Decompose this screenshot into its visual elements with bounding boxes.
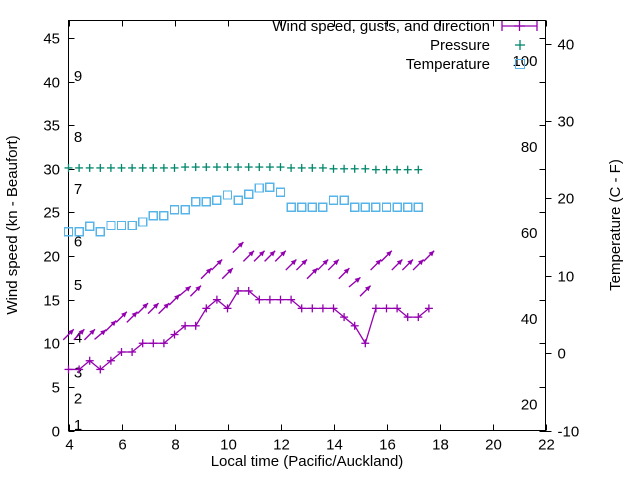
plot-frame [68, 20, 546, 431]
y-left-tick-label: 30 [43, 162, 60, 179]
x-tick-label: 6 [118, 437, 126, 454]
legend-item-wind-marker [501, 21, 538, 31]
beaufort-label: 5 [74, 277, 82, 294]
y-right-celsius-tick-label: 30 [558, 114, 575, 131]
y-left-tick-label: 45 [43, 31, 60, 48]
beaufort-label: 8 [74, 129, 82, 146]
legend-item-temperature-label: Temperature [406, 56, 490, 73]
temperature-series [63, 182, 423, 237]
x-tick-label: 16 [379, 437, 396, 454]
beaufort-label: 1 [74, 417, 82, 434]
y-right-fahrenheit-tick-label: 80 [521, 139, 538, 156]
x-tick-label: 20 [485, 437, 502, 454]
y-right-celsius-tick-label: 0 [558, 346, 566, 363]
x-tick-label: 12 [273, 437, 290, 454]
y-left-tick-label: 20 [43, 249, 60, 266]
y-axis-right-title: Temperature (C - F) [607, 159, 624, 291]
x-tick-label: 8 [171, 437, 179, 454]
legend-item-pressure-label: Pressure [430, 37, 490, 54]
y-left-tick-label: 35 [43, 118, 60, 135]
y-left-tick-label: 25 [43, 205, 60, 222]
x-tick-label: 4 [65, 437, 73, 454]
x-tick-label: 10 [220, 437, 237, 454]
y-left-tick-label: 10 [43, 336, 60, 353]
y-left-tick-label: 15 [43, 293, 60, 310]
x-axis: 4 6 8 10 12 14 16 18 20 22 [65, 20, 555, 454]
beaufort-label: 9 [74, 68, 82, 85]
beaufort-label: 6 [74, 234, 82, 251]
x-tick-label: 18 [432, 437, 449, 454]
beaufort-label: 4 [74, 330, 82, 347]
y-right-celsius-tick-label: 20 [558, 191, 575, 208]
x-tick-label: 22 [538, 437, 555, 454]
y-right-celsius-tick-label: 40 [558, 37, 575, 54]
beaufort-label: 7 [74, 181, 82, 198]
x-tick-label: 14 [326, 437, 343, 454]
legend-item-temperature-marker [514, 58, 526, 70]
legend-item-wind-label: Wind speed, gusts, and direction [272, 18, 490, 35]
x-axis-title: Local time (Pacific/Auckland) [211, 453, 404, 470]
pressure-series [64, 163, 423, 174]
beaufort-label: 2 [74, 391, 82, 408]
y-right-fahrenheit-tick-label: 20 [521, 397, 538, 414]
gust-direction-arrows [62, 241, 435, 341]
y-right-fahrenheit-tick-label: 40 [521, 311, 538, 328]
y-left-tick-label: 40 [43, 75, 60, 92]
beaufort-label: 3 [74, 364, 82, 381]
y-right-celsius-tick-label: 10 [558, 269, 575, 286]
legend-item-pressure-marker [515, 40, 525, 50]
legend: Wind speed, gusts, and direction Pressur… [272, 18, 538, 73]
y-axis-left-title: Wind speed (kn - Beaufort) [4, 135, 21, 314]
y-right-fahrenheit-tick-label: 60 [521, 225, 538, 242]
y-left-tick-label: 0 [52, 424, 60, 441]
y-left-tick-label: 5 [52, 380, 60, 397]
beaufort-scale-labels: 1 2 3 4 5 6 7 8 9 [74, 68, 82, 434]
wind-speed-series [64, 286, 433, 374]
y-right-celsius-tick-label: -10 [558, 424, 580, 441]
